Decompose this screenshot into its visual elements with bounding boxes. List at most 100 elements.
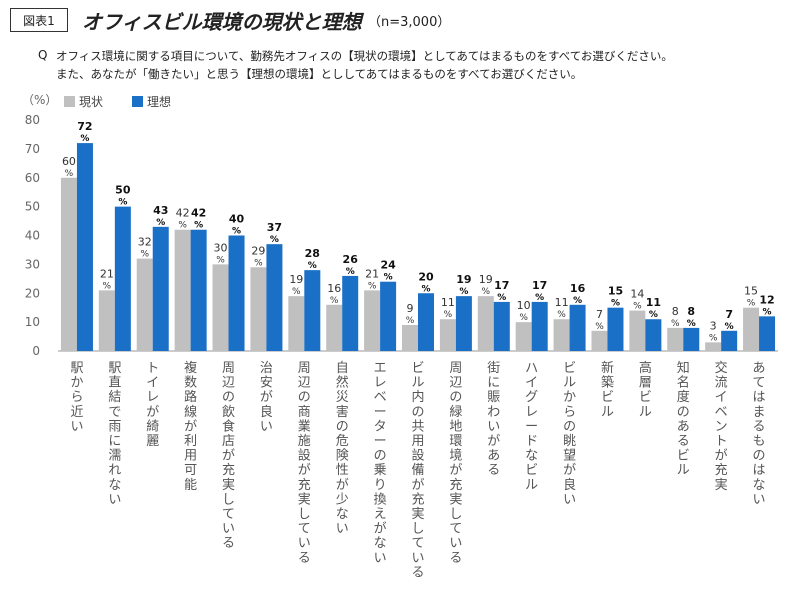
y-tick-label: 70 [25,142,40,156]
value-unit-current: % [65,169,74,179]
value-label-current: 29 [251,244,265,257]
value-label-ideal: 17 [532,279,547,292]
value-unit-current: % [671,319,680,329]
bar-ideal [304,270,321,351]
x-category-label: 複数路線が利用可能 [184,360,197,493]
bar-current [212,264,229,351]
x-category-label: あてはまるものはない [753,361,766,507]
value-unit-current: % [103,281,112,291]
value-unit-current: % [368,281,377,291]
x-category-label: エレベーターの乗り換えがない [374,361,387,566]
bar-current [136,258,153,351]
y-tick-label: 0 [32,344,40,358]
bar-ideal [152,226,169,351]
value-unit-current: % [178,221,187,231]
x-category-label: 周辺の商業施設が充実している [298,361,311,566]
value-unit-current: % [406,316,415,326]
legend-swatch-current [64,96,75,107]
value-label-current: 14 [630,288,644,301]
sample-size-note: （n=3,000） [368,15,451,30]
bar-current [629,310,646,351]
y-tick-label: 80 [25,113,40,127]
x-category-label: 高層ビル [639,360,652,420]
value-unit-current: % [709,333,718,343]
bar-current [667,327,684,351]
value-label-ideal: 72 [77,120,92,133]
value-unit-current: % [330,296,339,306]
bar-ideal [418,293,434,351]
bar-ideal [114,206,131,351]
value-unit-ideal: % [270,235,279,245]
x-category-label: ハイグレードなビル [525,361,538,493]
value-unit-ideal: % [611,299,620,309]
value-label-ideal: 28 [305,247,320,260]
y-tick-label: 60 [25,171,40,185]
value-unit-ideal: % [725,322,734,332]
bar-ideal [266,244,283,351]
value-label-current: 11 [441,296,455,309]
bar-ideal [531,301,548,351]
value-label-current: 30 [214,241,228,254]
bar-current [60,177,77,351]
bar-current [705,342,722,351]
x-category-label: ビル内の共用設備が充実している [411,361,424,580]
x-category-label: 街に賑わいがある [487,361,500,478]
value-label-current: 3 [710,319,717,332]
y-tick-label: 40 [25,229,40,243]
bar-ideal [645,319,662,351]
bar-ideal [190,229,207,351]
bar-ideal [721,330,738,351]
bar-current [98,290,115,351]
value-label-ideal: 19 [456,273,471,286]
bar-ideal [342,275,359,351]
x-category-label: 駅から近い [70,361,83,434]
value-unit-current: % [595,322,604,332]
value-unit-ideal: % [156,218,165,228]
value-label-ideal: 42 [191,207,206,220]
value-label-ideal: 50 [115,184,131,197]
legend-swatch-ideal [132,96,143,107]
value-unit-current: % [140,250,149,260]
bar-ideal [455,296,472,351]
value-label-current: 8 [672,305,679,318]
y-tick-label: 30 [25,257,40,271]
value-unit-current: % [747,299,756,309]
x-category-label: 自然災害の危険性が少ない [336,361,349,537]
value-unit-ideal: % [194,221,203,231]
x-category-label: 駅直結で雨に濡れない [108,361,121,507]
value-unit-current: % [216,255,225,265]
bar-ideal [759,316,776,351]
bar-current [288,296,305,351]
value-unit-ideal: % [118,198,127,208]
bar-ideal [607,307,624,351]
x-category-label: トイレが綺麗 [146,361,159,449]
value-label-ideal: 43 [153,204,168,217]
value-unit-ideal: % [421,284,430,294]
value-label-current: 19 [479,273,493,286]
value-unit-ideal: % [346,267,355,277]
value-label-current: 15 [744,285,758,298]
value-label-ideal: 12 [759,293,774,306]
y-axis-unit-label: （%） [22,93,57,107]
value-unit-ideal: % [687,319,696,329]
bar-ideal [569,304,586,351]
value-unit-ideal: % [308,261,317,271]
value-label-current: 16 [327,282,341,295]
bar-current [250,267,267,351]
y-tick-label: 10 [25,315,40,329]
bar-current [591,330,608,351]
bar-ideal [76,143,93,351]
bar-current [553,319,570,351]
bar-current [326,304,343,351]
value-unit-current: % [254,258,263,268]
value-label-ideal: 20 [418,270,434,283]
figure-label: 図表1 [10,8,68,32]
value-unit-ideal: % [535,293,544,303]
value-label-current: 32 [138,236,152,249]
value-label-ideal: 7 [725,308,733,321]
legend-label-current: 現状 [79,95,103,109]
value-label-ideal: 16 [570,282,586,295]
x-category-label: 治安が良い [260,361,273,434]
value-unit-ideal: % [232,227,241,237]
